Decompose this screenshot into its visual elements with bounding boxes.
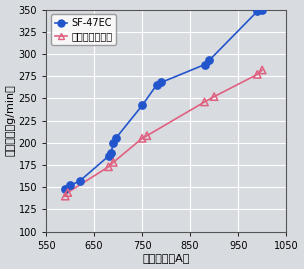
Point [68,183,73,187]
X-axis label: 溶接電流（A）: 溶接電流（A） [143,253,190,263]
Point [212,94,216,99]
Point [255,9,260,13]
Point [140,136,144,140]
Point [140,103,144,108]
Point [63,187,68,191]
Point [154,83,159,87]
Point [144,133,149,138]
Point [77,179,82,183]
Point [207,58,212,62]
Point [260,68,264,72]
Point [255,72,260,77]
Point [106,165,111,169]
Point [202,100,207,104]
Point [109,151,113,156]
Point [159,80,164,84]
Point [111,141,116,145]
Point [63,194,68,198]
Point [113,136,118,140]
Legend: SF-47EC, ソリッドワイヤ: SF-47EC, ソリッドワイヤ [51,15,116,45]
Point [65,190,70,195]
Point [202,62,207,67]
Point [111,160,116,165]
Y-axis label: 準着速度（g/min）: 準着速度（g/min） [5,85,16,157]
Point [260,8,264,12]
Point [106,154,111,158]
